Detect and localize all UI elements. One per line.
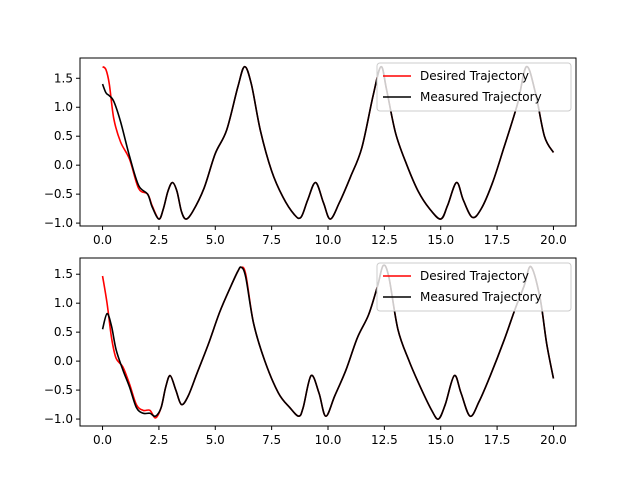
y-tick-label: −1.0: [44, 216, 73, 230]
legend-box: [376, 262, 572, 312]
legend: Desired Trajectory Measured Trajectory: [376, 262, 572, 312]
x-tick-label: 7.5: [262, 233, 281, 247]
x-tick-label: 12.5: [371, 233, 398, 247]
y-tick-label: −0.5: [44, 383, 73, 397]
x-tick-label: 20.0: [540, 233, 567, 247]
legend-label: Desired Trajectory: [420, 269, 529, 283]
y-tick-label: 1.0: [54, 296, 73, 310]
x-tick-label: 10.0: [315, 233, 342, 247]
y-tick-label: 1.5: [54, 71, 73, 85]
x-tick-label: 2.5: [149, 233, 168, 247]
y-tick-label: 0.0: [54, 158, 73, 172]
x-tick-label: 0.0: [93, 433, 112, 447]
series-line-measured: [101, 65, 555, 220]
x-tick-label: 15.0: [427, 433, 454, 447]
y-tick-label: 0.0: [54, 354, 73, 368]
x-tick-label: 12.5: [371, 433, 398, 447]
legend-box: [376, 62, 572, 112]
legend-label: Measured Trajectory: [420, 290, 542, 304]
x-tick-label: 2.5: [149, 433, 168, 447]
x-tick-label: 17.5: [484, 433, 511, 447]
subplot-1: 0.0 2.5 5.0 7.5 10.0 12.5 15.0 17.5 20.0 −1.0 −0.5…: [44, 57, 577, 247]
y-tick-label: −1.0: [44, 412, 73, 426]
legend: Desired Trajectory Measured Trajectory: [376, 62, 572, 112]
x-tick-label: 20.0: [540, 433, 567, 447]
x-tick-label: 10.0: [315, 433, 342, 447]
x-tick-label: 15.0: [427, 233, 454, 247]
subplot-2: 0.0 2.5 5.0 7.5 10.0 12.5 15.0 17.5 20.0 −1.0 −0.5…: [44, 257, 577, 447]
legend-label: Desired Trajectory: [420, 69, 529, 83]
x-tick-label: 7.5: [262, 433, 281, 447]
legend-label: Measured Trajectory: [420, 90, 542, 104]
x-tick-label: 0.0: [93, 233, 112, 247]
x-tick-label: 17.5: [484, 233, 511, 247]
y-tick-label: −0.5: [44, 187, 73, 201]
y-tick-label: 1.5: [54, 267, 73, 281]
y-tick-label: 1.0: [54, 100, 73, 114]
series-line-measured: [101, 264, 555, 420]
x-tick-label: 5.0: [206, 233, 225, 247]
x-tick-label: 5.0: [206, 433, 225, 447]
y-tick-label: 0.5: [54, 129, 73, 143]
y-tick-label: 0.5: [54, 325, 73, 339]
